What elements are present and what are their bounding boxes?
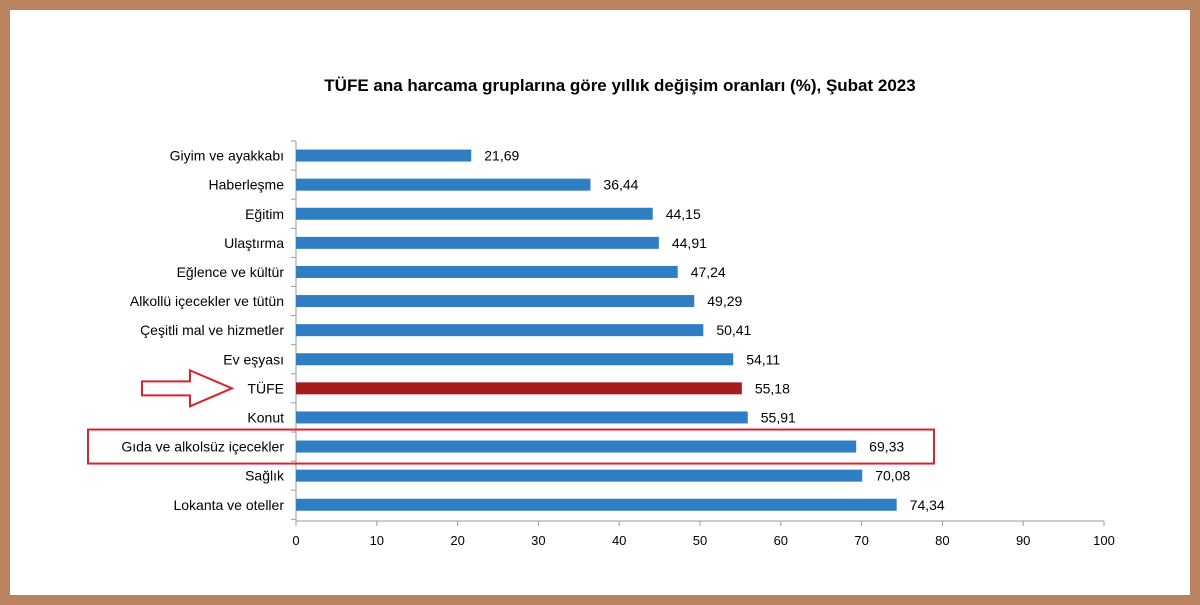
x-tick-label: 30 [531, 533, 545, 548]
x-tick-label: 50 [693, 533, 707, 548]
value-label: 21,69 [484, 148, 519, 164]
category-label: Çeşitli mal ve hizmetler [140, 322, 284, 338]
value-label: 70,08 [875, 468, 910, 484]
category-label: Eğlence ve kültür [177, 264, 285, 280]
value-label: 47,24 [691, 264, 726, 280]
bar [296, 324, 704, 337]
bar [296, 295, 695, 308]
x-tick-label: 80 [935, 533, 949, 548]
bar [296, 207, 653, 220]
value-label: 69,33 [869, 439, 904, 455]
x-tick-label: 60 [774, 533, 788, 548]
category-label: Gıda ve alkolsüz içecekler [121, 439, 284, 455]
category-label: Sağlık [245, 468, 285, 484]
category-label: TÜFE [247, 379, 284, 396]
category-label: Ulaştırma [224, 235, 284, 251]
value-label: 49,29 [707, 293, 742, 309]
value-label: 44,91 [672, 235, 707, 251]
arrow-icon [141, 368, 235, 408]
bar [296, 178, 591, 191]
category-label: Haberleşme [209, 177, 285, 193]
x-tick-label: 10 [370, 533, 384, 548]
highlight-box [87, 428, 935, 465]
bar [296, 236, 659, 249]
category-label: Konut [247, 409, 284, 425]
value-label: 36,44 [603, 177, 638, 193]
x-tick-label: 20 [450, 533, 464, 548]
bar [296, 149, 472, 162]
bar-highlighted [296, 382, 742, 395]
category-label: Alkollü içecekler ve tütün [130, 293, 284, 309]
bar [296, 265, 678, 278]
value-label: 55,91 [761, 409, 796, 425]
bar [296, 440, 857, 453]
category-label: Lokanta ve oteller [173, 497, 284, 513]
value-label: 44,15 [666, 206, 701, 222]
chart-title: TÜFE ana harcama gruplarına göre yıllık … [324, 76, 916, 95]
value-label: 55,18 [755, 380, 790, 396]
x-tick-label: 40 [612, 533, 626, 548]
category-label: Giyim ve ayakkabı [170, 148, 284, 164]
bar [296, 411, 748, 424]
bar [296, 469, 863, 482]
bar [296, 353, 734, 366]
category-label: Eğitim [245, 206, 284, 222]
x-tick-label: 100 [1093, 533, 1115, 548]
category-label: Ev eşyası [223, 351, 284, 367]
x-tick-label: 0 [292, 533, 299, 548]
bar [296, 498, 897, 511]
value-label: 50,41 [716, 322, 751, 338]
x-tick-label: 70 [854, 533, 868, 548]
value-label: 74,34 [910, 497, 945, 513]
value-label: 54,11 [746, 351, 780, 367]
x-tick-label: 90 [1016, 533, 1030, 548]
